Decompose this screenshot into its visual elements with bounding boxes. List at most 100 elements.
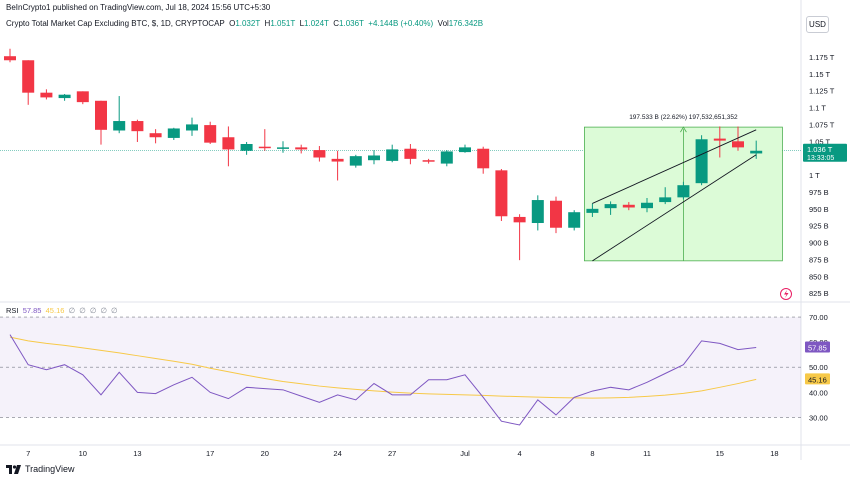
candle-body (277, 147, 289, 149)
rsi-settings: ∅ ∅ ∅ ∅ ∅ (68, 306, 119, 315)
current-price-label: 1.036 T (807, 145, 833, 154)
candle-body (295, 147, 308, 150)
candle (386, 144, 399, 163)
ohlc-open: O1.032T (227, 19, 260, 28)
candle (586, 203, 599, 217)
candle (240, 141, 253, 155)
symbol-legend: Crypto Total Market Cap Excluding BTC, $… (6, 19, 483, 28)
candle (422, 158, 435, 164)
measure-arrow-head (680, 126, 687, 133)
candle-body (349, 156, 362, 166)
time-tick-label: 11 (643, 449, 651, 458)
rsi-tick-label: 50.00 (809, 363, 828, 372)
candle-body (313, 150, 326, 158)
volume-label: Vol (437, 19, 449, 28)
tradingview-logo: TradingView (6, 464, 75, 474)
time-tick-label: 10 (79, 449, 87, 458)
candle-body (713, 138, 726, 141)
candle (732, 126, 744, 151)
price-tick-label: 1.1 T (809, 104, 826, 113)
ohlc-change-value: +4.144B (+0.40%) (368, 19, 434, 28)
candle-body (440, 151, 453, 164)
candle (604, 201, 617, 215)
candle (659, 187, 672, 205)
candle-body (40, 92, 53, 98)
ohlc-low-label: L (299, 19, 305, 28)
ohlc-low: L1.024T (297, 19, 329, 28)
candle-body (622, 204, 635, 208)
rsi-pane (0, 316, 801, 426)
candle-body (659, 197, 672, 203)
candle-body (368, 155, 380, 161)
candle-body (422, 160, 435, 162)
candle (95, 100, 107, 145)
candle-body (131, 121, 144, 132)
parallel-channel (592, 129, 757, 262)
candle (313, 146, 326, 162)
rsi-tick-label: 40.00 (809, 388, 828, 397)
tradingview-brand: TradingView (25, 464, 75, 474)
rsi-value-tag-label: 57.85 (808, 344, 827, 353)
candle (641, 198, 653, 213)
rsi-tick-label: 30.00 (809, 413, 828, 422)
candle (622, 202, 635, 211)
rsi-tick-label: 70.00 (809, 313, 828, 322)
candle (404, 144, 417, 165)
measure-label: 197.533 B (22.62%) 197,532,651,352 (629, 114, 738, 121)
candle (258, 129, 271, 151)
time-tick-label: 7 (26, 449, 30, 458)
candle (550, 196, 562, 234)
currency-button[interactable]: USD (806, 16, 829, 33)
price-tick-label: 900 B (809, 239, 829, 248)
candle-body (404, 148, 417, 159)
rsi-ma-tag-label: 45.16 (808, 375, 827, 384)
candle-body (331, 158, 344, 162)
ohlc-low-value: 1.024T (304, 19, 329, 28)
ohlc-open-label: O (229, 19, 236, 28)
candle-body (732, 141, 744, 148)
channel-lower-line (592, 154, 757, 262)
candle-body (258, 146, 271, 149)
time-tick-label: 13 (133, 449, 141, 458)
candle (677, 181, 690, 200)
lightning-icon-ring (780, 288, 792, 300)
candle (513, 214, 526, 261)
candle (331, 150, 344, 181)
candle (76, 91, 89, 105)
time-tick-label: 8 (590, 449, 594, 458)
candle-body (513, 216, 526, 223)
price-tick-label: 825 B (809, 289, 829, 298)
price-tick-label: 875 B (809, 255, 829, 264)
candle-body (149, 133, 162, 138)
candle (459, 144, 471, 153)
ohlc-open-value: 1.032T (235, 19, 261, 28)
candle (495, 168, 508, 221)
price-tick-label: 1 T (809, 171, 820, 180)
candle (58, 94, 71, 101)
candle (149, 129, 162, 144)
candle-body (95, 100, 107, 130)
rsi-legend: RSI 57.85 45.16 ∅ ∅ ∅ ∅ ∅ (6, 306, 119, 315)
rsi-label: RSI (6, 306, 19, 315)
candle (695, 135, 708, 186)
candle (40, 89, 53, 100)
candle (22, 60, 35, 105)
candle-body (22, 60, 35, 93)
candle-body (586, 208, 599, 213)
price-tick-label: 850 B (809, 272, 829, 281)
candle (131, 119, 144, 142)
candle (277, 141, 289, 153)
time-tick-label: Jul (460, 449, 470, 458)
publisher-line: BeInCrypto1 published on TradingView.com… (6, 3, 271, 12)
ohlc-change: +4.144B (+0.40%) (366, 19, 433, 28)
price-tick-label: 1.05 T (809, 137, 831, 146)
rsi-value: 57.85 (22, 306, 42, 315)
ohlc-high-value: 1.051T (270, 19, 296, 28)
time-tick-label: 20 (261, 449, 269, 458)
candle (368, 150, 380, 165)
candle-body (386, 149, 399, 161)
candle-body (240, 144, 253, 151)
ohlc-high-label: H (264, 19, 271, 28)
